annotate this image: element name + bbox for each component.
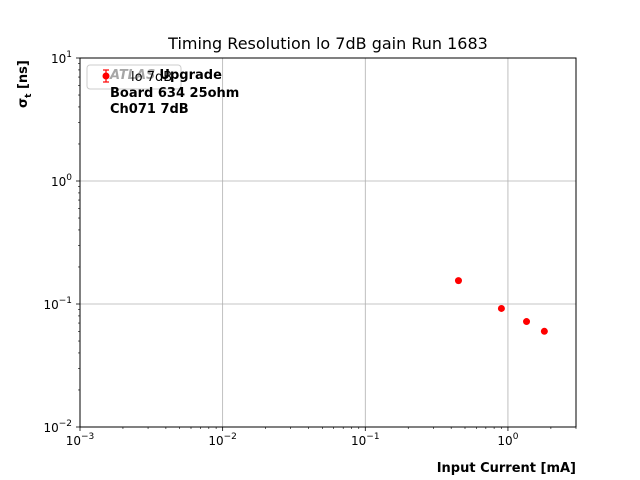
annotation-block: ATLAS Upgrade Board 634 25ohm Ch071 7dB: [109, 68, 239, 117]
x-tick-exponent: −2: [224, 432, 237, 442]
plot-frame: [80, 58, 576, 427]
data-point: [454, 277, 462, 285]
y-tick-label: 100: [51, 173, 72, 189]
plot-border: [79, 57, 577, 428]
legend: lo 7dB: [86, 64, 182, 90]
x-tick-base: 10: [208, 434, 223, 448]
major-ticks: [76, 57, 509, 431]
legend-marker: [102, 72, 110, 80]
y-axis-label-subscript: t: [24, 93, 34, 98]
x-tick-base: 10: [351, 434, 366, 448]
y-tick-label: 101: [51, 50, 72, 66]
x-tick-labels: 10−3 10−2 10−1 100: [66, 432, 519, 448]
y-tick-exponent: −1: [59, 296, 72, 306]
annotation-line-1: ATLAS Upgrade: [109, 68, 222, 83]
atlas-label: ATLAS: [109, 68, 155, 83]
legend-label: lo 7dB: [131, 70, 172, 85]
y-tick-exponent: −2: [59, 419, 72, 429]
data-point: [540, 327, 548, 335]
x-tick-label: 10−1: [351, 432, 380, 448]
y-axis-label-symbol: σ: [16, 98, 31, 108]
y-tick-label: 10−1: [43, 296, 72, 312]
legend-box: [86, 64, 182, 90]
grid-lines: [80, 58, 576, 427]
y-tick-base: 10: [43, 298, 58, 312]
y-axis-label-unit: [ns]: [16, 60, 31, 93]
x-tick-exponent: −1: [366, 432, 379, 442]
data-points: [454, 277, 548, 335]
annotation-line-2: Board 634 25ohm: [110, 86, 239, 101]
x-axis-label: Input Current [mA]: [437, 461, 576, 476]
annotation-line-3: Ch071 7dB: [110, 102, 189, 117]
x-tick-label: 10−3: [66, 432, 95, 448]
x-tick-label: 100: [497, 432, 518, 448]
annotation-upgrade: Upgrade: [159, 68, 222, 83]
plot-area: [76, 57, 577, 431]
x-tick-base: 10: [66, 434, 81, 448]
y-tick-exponent: 1: [66, 50, 72, 60]
x-tick-label: 10−2: [208, 432, 237, 448]
x-tick-exponent: −3: [81, 432, 94, 442]
y-tick-base: 10: [51, 52, 66, 66]
x-tick-base: 10: [497, 434, 512, 448]
y-tick-base: 10: [51, 175, 66, 189]
y-tick-exponent: 0: [66, 173, 72, 183]
y-axis-label: σt [ns]: [16, 60, 34, 108]
chart-title: Timing Resolution lo 7dB gain Run 1683: [167, 34, 488, 53]
data-point: [523, 318, 531, 326]
y-tick-base: 10: [43, 421, 58, 435]
y-tick-label: 10−2: [43, 419, 72, 435]
x-tick-exponent: 0: [513, 432, 519, 442]
data-point: [497, 304, 505, 312]
